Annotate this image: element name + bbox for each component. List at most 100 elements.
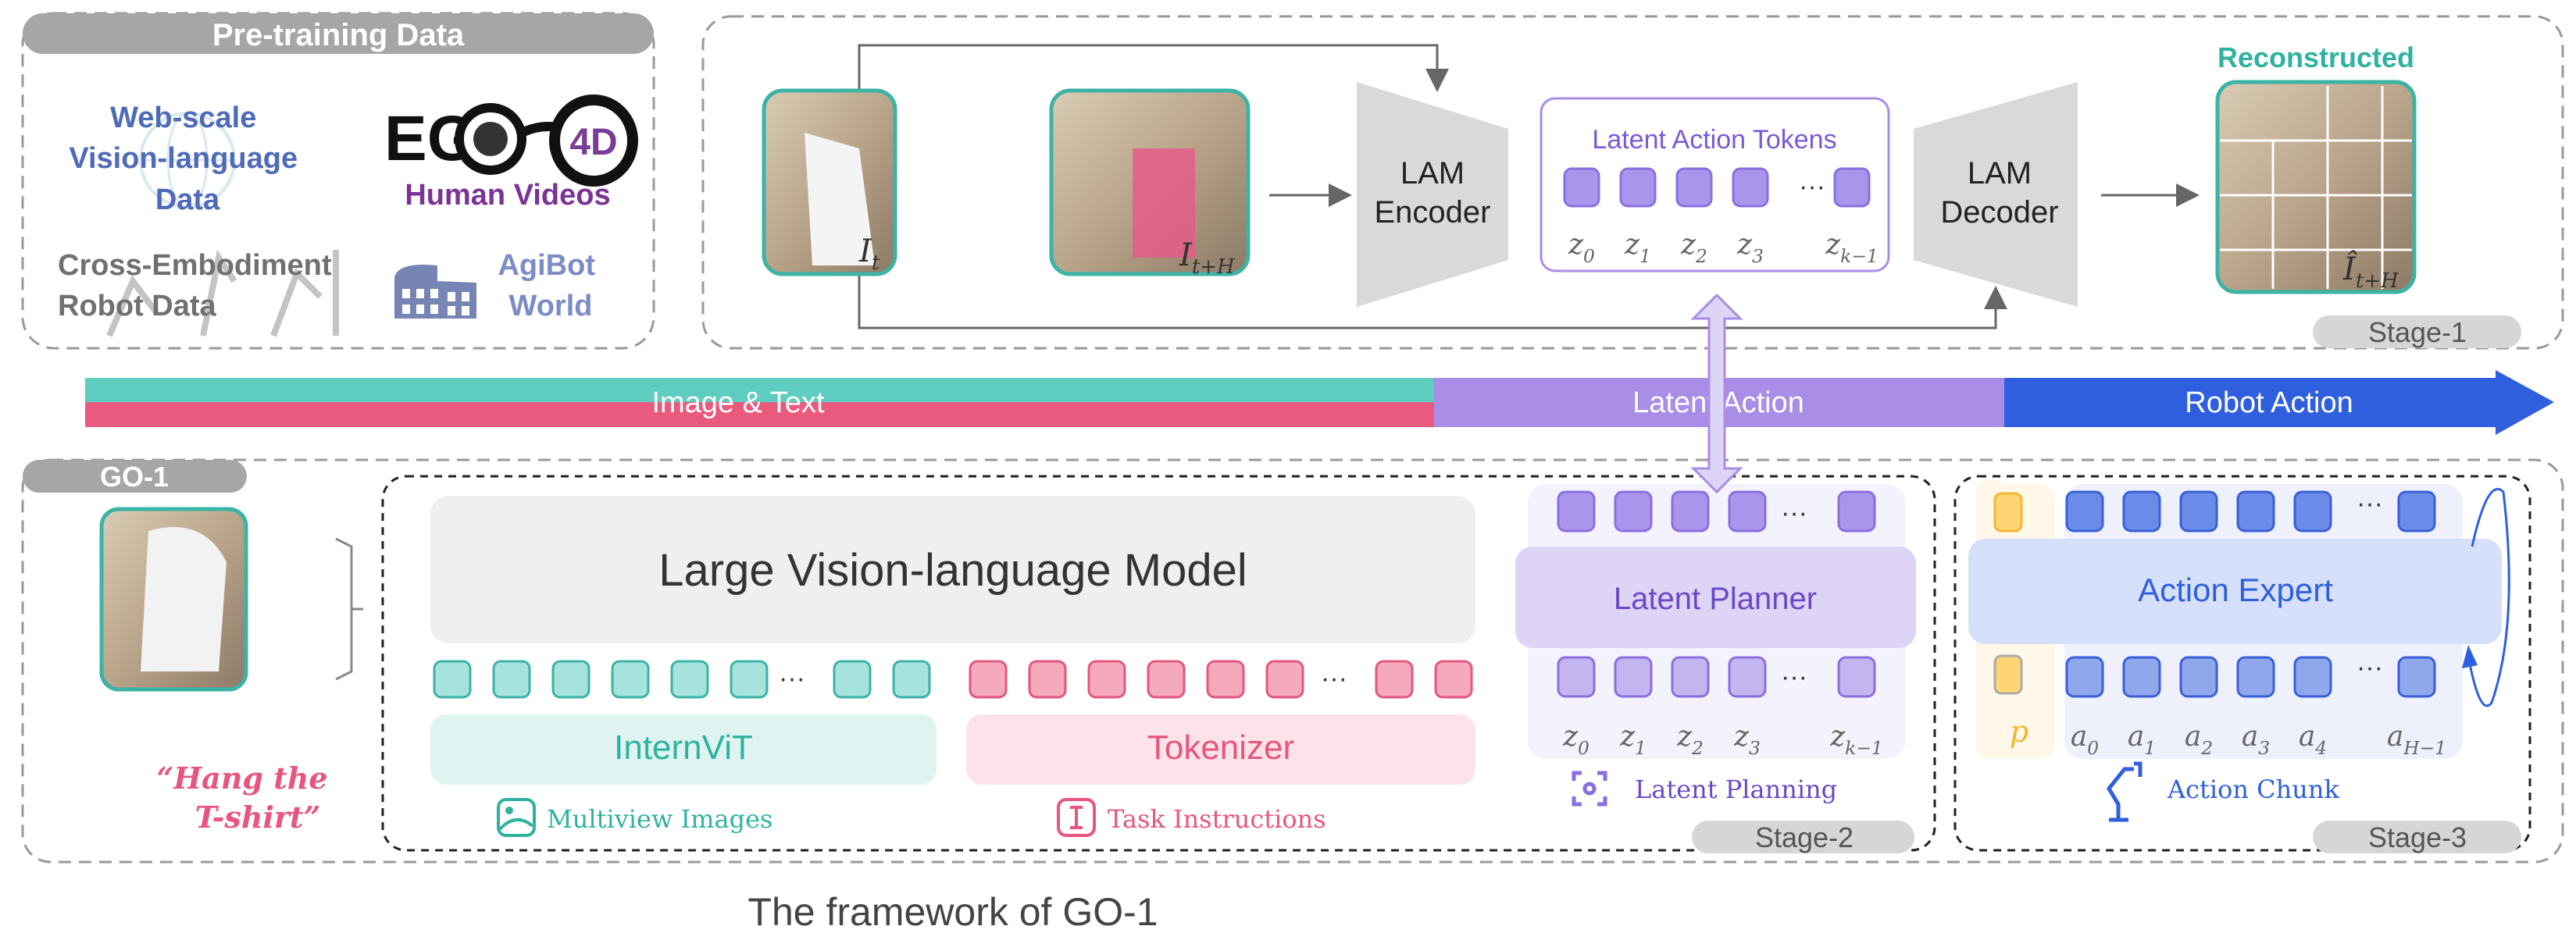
- robot-action-label: Robot Action: [2185, 386, 2353, 419]
- token-label: a2: [2185, 721, 2213, 759]
- stage3-badge: [2313, 821, 2521, 853]
- latent-action-tokens-title: Latent Action Tokens: [1592, 125, 1836, 155]
- ego4d-logo: EG 4D: [384, 94, 638, 187]
- token-label: z3: [1736, 229, 1764, 267]
- token-label: z1: [1619, 721, 1647, 759]
- stage1-badge: [2313, 315, 2521, 348]
- stage2-badge: [1692, 821, 1914, 853]
- token: [2065, 490, 2104, 532]
- latent-transfer-double-arrow: [1690, 293, 1743, 494]
- token: [1675, 167, 1713, 208]
- token: [2397, 490, 2436, 532]
- token-label: zk−1: [1825, 229, 1878, 267]
- token: [1728, 656, 1767, 698]
- human-videos-label: Human Videos: [405, 179, 610, 212]
- token: [1265, 660, 1304, 699]
- token: [2179, 656, 2218, 698]
- token: [670, 660, 709, 699]
- latent-planner-output-tokens: [1557, 490, 1876, 532]
- token: [1619, 167, 1657, 208]
- ellipsis: ···: [1799, 172, 1825, 201]
- token: [2179, 490, 2218, 532]
- latent-action-tokens-box: Latent Action Tokens ··· z0 z1 z2 z3 zk−1: [1540, 97, 1890, 272]
- ellipsis: ···: [1781, 662, 1807, 692]
- token-label: z0: [1568, 229, 1595, 267]
- loop-arrowhead: [2462, 645, 2478, 668]
- task-instructions-label: Task Instructions: [1108, 804, 1326, 834]
- go1-badge: [23, 460, 247, 493]
- token: [2065, 656, 2104, 698]
- token-label: z0: [1562, 721, 1589, 759]
- token-label: z2: [1676, 721, 1704, 759]
- image-current-frame: It: [762, 88, 897, 276]
- action-output-tokens: [2065, 490, 2436, 532]
- ellipsis: ···: [2357, 489, 2383, 518]
- svg-text:4D: 4D: [569, 122, 617, 163]
- token: [1671, 656, 1710, 698]
- image-text-bar-teal: [85, 378, 1434, 402]
- image-reconstructed-frame: Ît+H: [2215, 80, 2417, 294]
- stage2-region: [381, 475, 1936, 852]
- globe-icon: [139, 112, 236, 208]
- robot-arm-icon: [2106, 761, 2143, 822]
- token: [433, 660, 472, 699]
- proprio-token-top: [1993, 492, 2023, 532]
- token: [2236, 656, 2275, 698]
- token-label: z3: [1733, 721, 1761, 759]
- image-future-frame: It+H: [1049, 88, 1251, 279]
- agibot-world-label: AgiBot World: [498, 249, 603, 322]
- token-label: zk−1: [1829, 721, 1883, 759]
- robot-observation-image: [99, 507, 248, 692]
- image-text-bar-pink: [85, 402, 1434, 427]
- latent-planner-input-tokens: [1557, 656, 1876, 698]
- robot-action-arrow: [2004, 370, 2554, 435]
- instruction-text: “Hang the T-shirt”: [156, 760, 327, 835]
- robot-arms-image: [106, 249, 339, 337]
- text-cursor-icon: [1057, 798, 1096, 837]
- token: [611, 660, 650, 699]
- tokenizer-box: [966, 714, 1475, 785]
- token: [1837, 490, 1876, 532]
- svg-text:Ît+H: Ît+H: [2342, 251, 2399, 293]
- token-label: a1: [2128, 721, 2156, 759]
- token: [1614, 490, 1653, 532]
- token: [1557, 656, 1596, 698]
- svg-text:It+H: It+H: [1179, 237, 1236, 279]
- web-scale-label: Web-scale Vision-language Data: [69, 102, 305, 216]
- token: [969, 660, 1008, 699]
- reconstructed-label: Reconstructed: [2217, 41, 2414, 73]
- token: [492, 660, 531, 699]
- action-token-labels: a0 a1 a2 a3 a4 aH−1: [2071, 721, 2446, 759]
- pretraining-panel: Pre-training Data Web-scale Vision-langu…: [21, 12, 655, 350]
- internvit-label: InternViT: [614, 728, 753, 767]
- pretraining-header: [23, 13, 654, 54]
- token-label: a3: [2242, 721, 2270, 759]
- vision-language-model-box: [430, 496, 1475, 643]
- ellipsis: ···: [2357, 653, 2383, 682]
- latent-planner-label: Latent Planner: [1614, 582, 1817, 616]
- multiview-images-label: Multiview Images: [547, 804, 772, 834]
- stage1-label: Stage-1: [2368, 316, 2467, 348]
- token: [1732, 167, 1769, 208]
- token: [1671, 490, 1710, 532]
- action-expert-box: [1968, 539, 2502, 644]
- proprio-label: p: [2010, 714, 2028, 749]
- action-input-tokens: [2065, 656, 2436, 698]
- ellipsis: ···: [1781, 498, 1807, 528]
- decoder-input-arrow: [858, 274, 2007, 329]
- latent-planner-box: [1515, 547, 1916, 648]
- token-label: a0: [2071, 721, 2099, 759]
- modality-progress-bar: Image & Text Latent Action Robot Action: [85, 370, 2554, 435]
- lam-encoder: LAM Encoder: [1357, 82, 1508, 307]
- token: [1028, 660, 1067, 699]
- proprio-token-bottom: [1993, 654, 2023, 695]
- action-expert-label: Action Expert: [2138, 572, 2333, 608]
- token-label: aH−1: [2387, 721, 2446, 759]
- tokenizer-label: Tokenizer: [1147, 728, 1294, 767]
- token: [1614, 656, 1653, 698]
- token: [1557, 490, 1596, 532]
- token: [1837, 656, 1876, 698]
